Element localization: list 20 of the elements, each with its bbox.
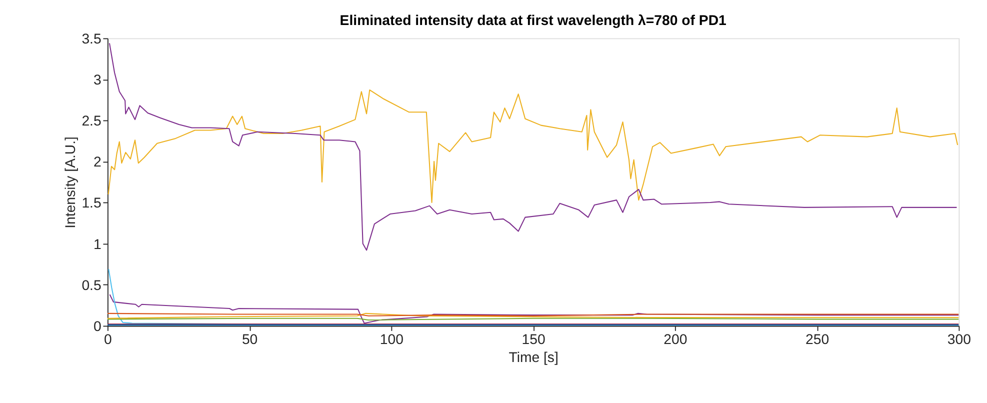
line-series — [108, 89, 958, 204]
x-tick-label: 100 — [380, 331, 404, 348]
x-tick-label: 150 — [522, 331, 546, 348]
y-tick-label: 0 — [93, 318, 102, 334]
x-tick-label: 250 — [806, 331, 830, 348]
x-tick-label: 0 — [104, 331, 112, 348]
line-series — [108, 42, 958, 251]
x-tick-label: 50 — [242, 331, 258, 348]
x-tick-label: 200 — [664, 331, 688, 348]
y-tick-label: 1.5 — [82, 194, 102, 211]
x-tick-label: 300 — [947, 331, 972, 348]
y-tick-label: 0.5 — [82, 276, 102, 293]
chart-title: Eliminated intensity data at first wavelength λ=780 of PD1 — [340, 12, 727, 28]
y-tick-label: 2 — [93, 154, 102, 170]
y-tick-label: 3.5 — [82, 30, 102, 46]
y-axis-title: Intensity [A.U.] — [62, 136, 78, 228]
y-tick-label: 2.5 — [82, 112, 102, 129]
y-tick-label: 3 — [93, 71, 102, 88]
y-tick-label: 1 — [93, 236, 102, 252]
x-axis-title: Time [s] — [508, 349, 558, 366]
